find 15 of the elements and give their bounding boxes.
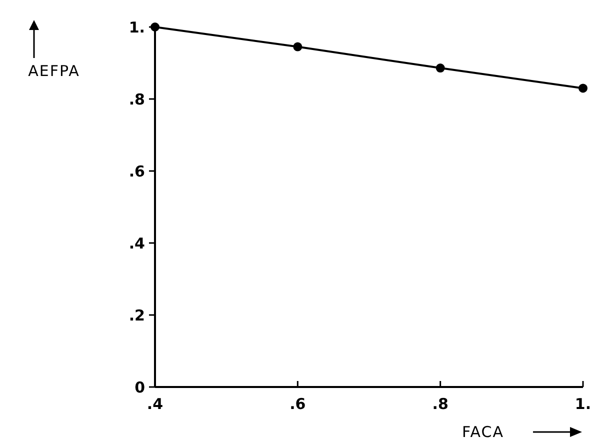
x-tick-label: .4 bbox=[146, 395, 164, 413]
y-tick-label: .2 bbox=[128, 306, 145, 324]
y-tick-label: 1. bbox=[128, 18, 145, 36]
y-tick-label: .8 bbox=[128, 90, 145, 108]
point bbox=[578, 84, 588, 93]
point bbox=[436, 64, 445, 73]
y-axis-title: AEFPA bbox=[28, 62, 80, 80]
x-tick-label: .8 bbox=[432, 395, 448, 413]
x-tick-label: 1. bbox=[574, 395, 591, 413]
y-tick-label: .4 bbox=[128, 234, 145, 252]
x-tick-label: .6 bbox=[290, 395, 306, 413]
point bbox=[293, 42, 302, 52]
y-tick-label: .6 bbox=[128, 162, 145, 180]
x-axis-title: FACA bbox=[462, 423, 504, 441]
y-tick-label: 0 bbox=[134, 378, 145, 396]
